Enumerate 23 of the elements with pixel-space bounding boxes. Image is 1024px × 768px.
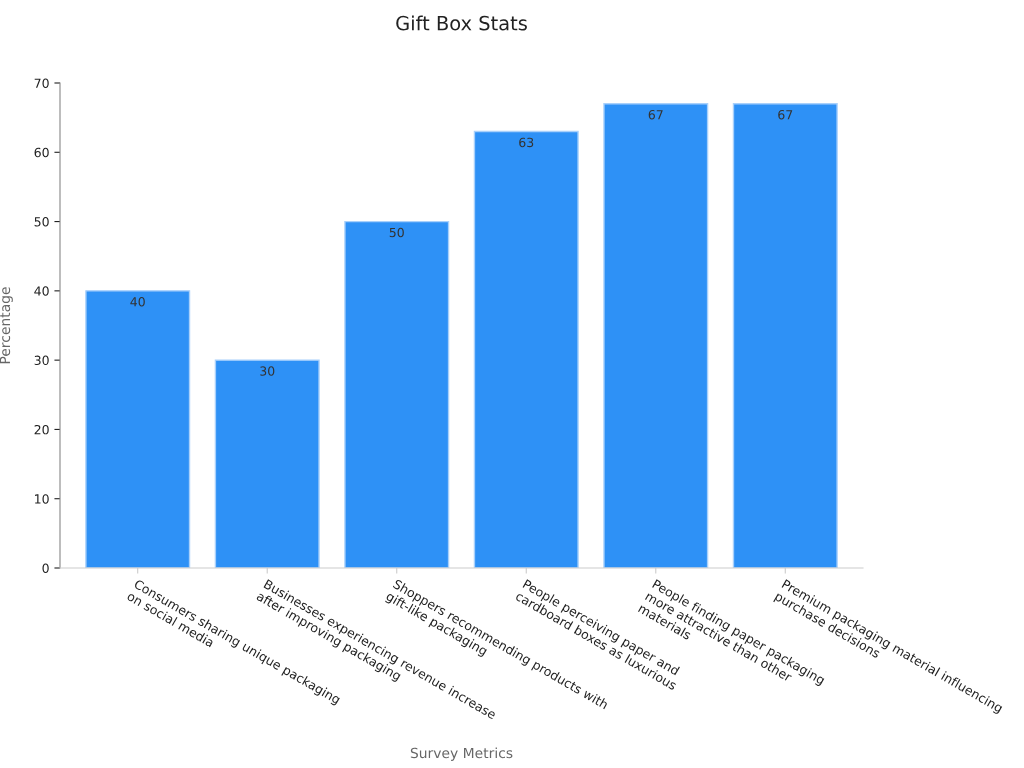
bar bbox=[732, 103, 838, 568]
y-tick-label: 40 bbox=[34, 286, 49, 296]
chart-title: Gift Box Stats bbox=[396, 15, 527, 31]
y-tick-label: 50 bbox=[34, 217, 49, 227]
data-label: 67 bbox=[778, 109, 793, 120]
data-label: 67 bbox=[648, 109, 663, 120]
y-tick-label: 20 bbox=[34, 424, 49, 435]
y-tick-label: 30 bbox=[34, 355, 49, 366]
bar bbox=[214, 359, 320, 568]
y-axis-title: Percentage bbox=[0, 287, 13, 364]
data-label: 50 bbox=[389, 227, 404, 238]
bar bbox=[85, 290, 191, 568]
data-label: 40 bbox=[130, 297, 145, 307]
y-tick-label: 10 bbox=[35, 494, 49, 504]
bar bbox=[473, 130, 579, 568]
data-label: 63 bbox=[519, 137, 534, 148]
x-axis-title: Survey Metrics bbox=[410, 747, 513, 761]
bar bbox=[344, 220, 450, 568]
data-label: 30 bbox=[260, 366, 275, 376]
y-tick-label: 70 bbox=[34, 78, 49, 88]
y-tick-label: 60 bbox=[34, 147, 49, 158]
bar bbox=[603, 103, 709, 568]
y-tick-label: 0 bbox=[42, 563, 49, 573]
